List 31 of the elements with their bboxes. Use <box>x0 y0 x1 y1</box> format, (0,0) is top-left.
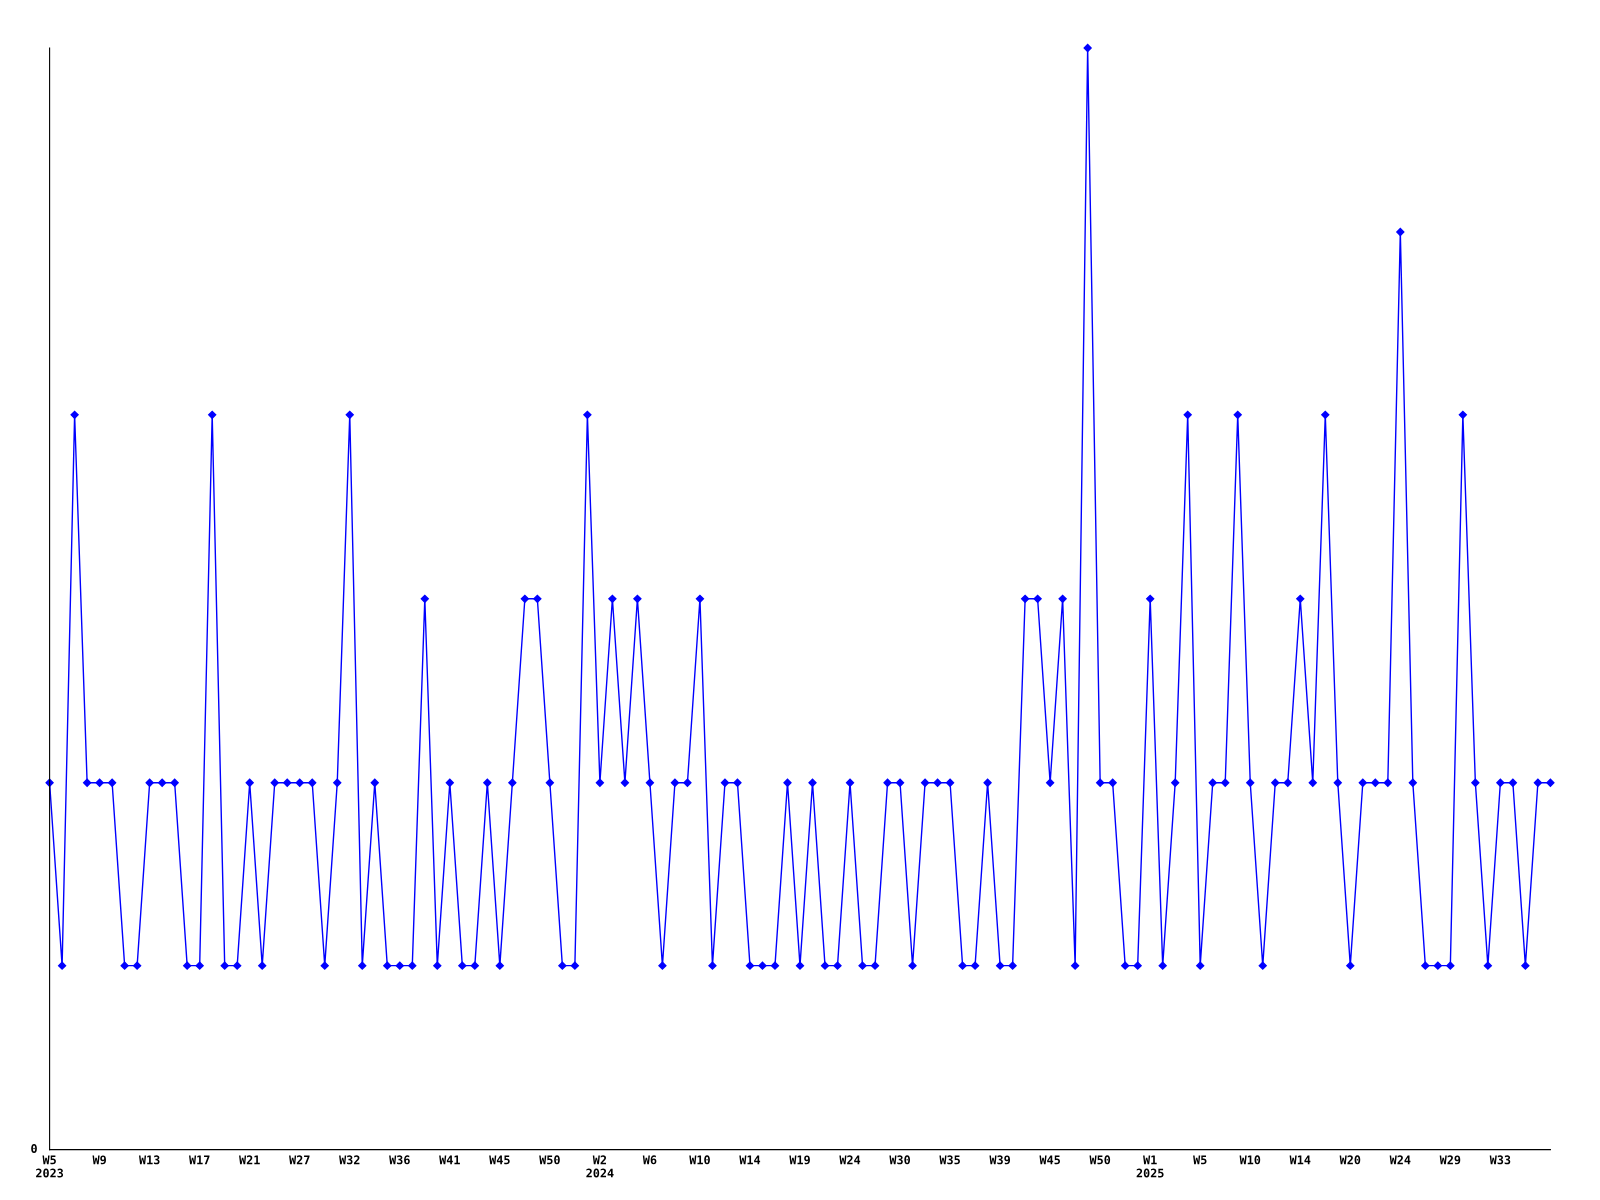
x-tick-label: W1 2025 <box>1136 1155 1164 1178</box>
x-tick-label: W5 2023 <box>36 1155 64 1178</box>
x-tick-label: W35 <box>939 1155 960 1165</box>
x-tick-label: W2 2024 <box>586 1155 614 1178</box>
x-tick-label: W17 <box>189 1155 210 1165</box>
x-tick-label: W33 <box>1489 1155 1511 1165</box>
x-tick-label: W24 <box>1389 1155 1411 1165</box>
x-tick-label: W5 <box>1193 1155 1207 1165</box>
x-tick-label: W50 <box>1089 1155 1111 1165</box>
x-tick-label: W10 <box>689 1155 710 1165</box>
x-tick-label: W45 <box>489 1155 510 1165</box>
x-tick-label: W36 <box>389 1155 410 1165</box>
x-tick-label: W13 <box>138 1155 160 1165</box>
x-tick-label: W50 <box>539 1155 560 1165</box>
x-tick-label: W20 <box>1339 1155 1361 1165</box>
x-tick-label: W14 <box>739 1155 761 1165</box>
x-tick-label: W19 <box>789 1155 810 1165</box>
x-tick-label: W24 <box>839 1155 861 1165</box>
x-tick-label: W30 <box>889 1155 911 1165</box>
x-tick-label: W10 <box>1239 1155 1261 1165</box>
x-tick-label: W45 <box>1039 1155 1060 1165</box>
text: 0 <box>31 1144 37 1154</box>
x-tick-label: W14 <box>1289 1155 1311 1165</box>
x-tick-label: W21 <box>239 1155 260 1165</box>
x-tick-label: W6 <box>642 1155 657 1165</box>
x-tick-label: W27 <box>289 1155 310 1165</box>
x-tick-label: W39 <box>989 1155 1011 1165</box>
x-tick-label: W41 <box>439 1155 460 1165</box>
x-tick-label: W9 <box>92 1155 106 1165</box>
x-tick-label: W32 <box>339 1155 360 1165</box>
x-tick-label: W29 <box>1439 1155 1461 1165</box>
